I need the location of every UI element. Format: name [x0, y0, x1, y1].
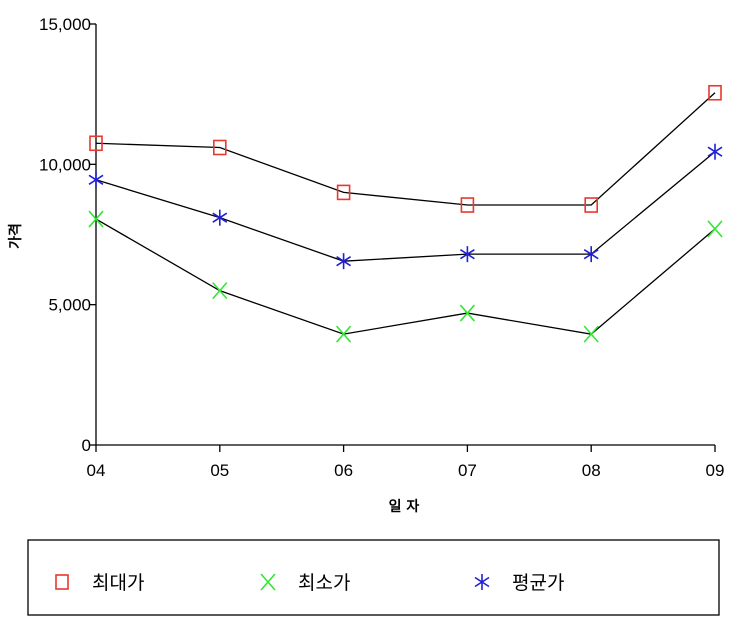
legend-marker — [260, 573, 276, 591]
legend-label: 평균가 — [512, 572, 564, 594]
y-axis-title: 가격 — [7, 223, 24, 249]
data-point — [89, 135, 103, 152]
legend-box — [27, 539, 720, 616]
y-tick-label: 0 — [82, 436, 91, 455]
legend-marker — [474, 574, 490, 590]
data-point — [335, 325, 352, 343]
legend-item: 최대가 — [55, 572, 144, 594]
data-point — [583, 325, 599, 343]
data-point — [707, 143, 723, 160]
series-group — [88, 84, 723, 343]
series-1 — [89, 84, 722, 213]
x-tick-label: 06 — [334, 461, 353, 480]
y-tick-label: 10,000 — [39, 155, 91, 174]
x-tick-label: 09 — [706, 461, 725, 480]
data-point — [707, 220, 723, 238]
axes: 0 5,000 10,000 15,000 04 05 06 07 08 09 — [39, 15, 724, 480]
legend-label: 최소가 — [298, 572, 350, 594]
series-line — [95, 151, 716, 262]
data-point — [336, 184, 351, 201]
y-tick-label: 15,000 — [39, 15, 91, 34]
data-point — [212, 209, 228, 226]
x-tick-label: 04 — [87, 461, 106, 480]
data-point — [459, 246, 475, 263]
x-tick-label: 05 — [210, 461, 229, 480]
series-2 — [88, 210, 723, 343]
legend-marker — [55, 574, 69, 590]
y-tick-label: 5,000 — [48, 296, 91, 315]
data-point — [212, 282, 228, 300]
data-point — [336, 253, 352, 270]
x-tick-label: 07 — [458, 461, 477, 480]
data-point — [708, 84, 722, 101]
series-line — [95, 92, 716, 206]
legend: 최대가 최소가 평균가 — [27, 539, 720, 616]
x-axis-title: 일 자 — [389, 499, 420, 515]
data-point — [88, 210, 104, 228]
legend-item: 최소가 — [260, 572, 350, 594]
data-point — [213, 139, 227, 156]
data-point — [460, 197, 475, 213]
data-point — [459, 304, 476, 322]
legend-label: 최대가 — [92, 572, 144, 594]
data-point — [88, 171, 104, 188]
data-point — [583, 246, 599, 263]
data-point — [584, 197, 599, 213]
legend-item: 평균가 — [474, 572, 564, 594]
x-tick-label: 08 — [582, 461, 601, 480]
series-3 — [88, 143, 723, 270]
series-line — [95, 218, 716, 335]
